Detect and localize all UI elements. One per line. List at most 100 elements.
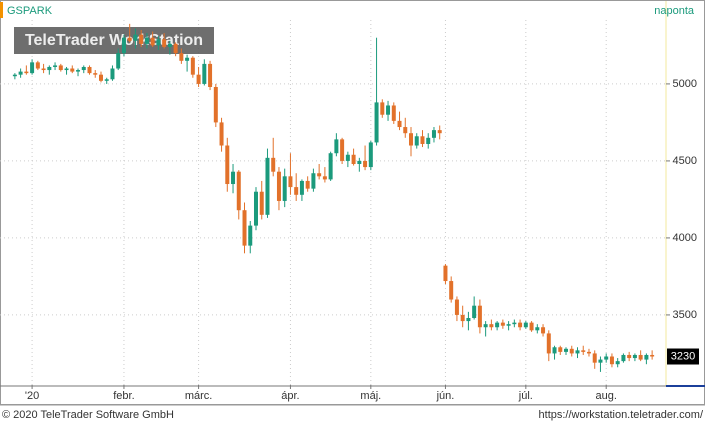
candle-body bbox=[454, 299, 459, 315]
candle-body bbox=[76, 70, 81, 72]
x-tick-label: ápr. bbox=[281, 390, 299, 402]
candle-body bbox=[409, 133, 414, 146]
symbol-title: GSPARK bbox=[7, 5, 53, 17]
candle-body bbox=[53, 65, 58, 67]
candle-body bbox=[489, 324, 494, 328]
candle-body bbox=[276, 171, 281, 201]
candle-body bbox=[558, 347, 563, 352]
candle-body bbox=[150, 37, 155, 46]
x-tick-label: '20 bbox=[25, 390, 39, 402]
candle-body bbox=[512, 322, 517, 325]
frame bbox=[0, 0, 705, 405]
candle-body bbox=[259, 191, 264, 215]
y-tick-label: 5000 bbox=[673, 78, 697, 90]
candle-body bbox=[305, 180, 310, 189]
candle-body bbox=[288, 176, 293, 188]
candle-body bbox=[144, 37, 149, 44]
candle-body bbox=[248, 225, 253, 246]
candle-body bbox=[500, 322, 505, 326]
candles bbox=[12, 23, 655, 372]
candle-body bbox=[386, 105, 391, 115]
candle-body bbox=[466, 318, 471, 322]
candle-body bbox=[213, 86, 218, 123]
candle-body bbox=[253, 191, 258, 226]
candle-body bbox=[156, 39, 161, 46]
last-value-box bbox=[667, 348, 699, 365]
candle-body bbox=[110, 68, 115, 80]
candle-body bbox=[340, 139, 345, 161]
candle-body bbox=[219, 122, 224, 146]
symbol-marker bbox=[0, 2, 3, 18]
candle-body bbox=[374, 102, 379, 143]
candle-body bbox=[173, 43, 178, 54]
watermark-box bbox=[14, 27, 214, 54]
interval: naponta bbox=[654, 5, 695, 17]
candle-body bbox=[431, 130, 436, 138]
candle-body bbox=[523, 322, 528, 328]
candle-body bbox=[564, 348, 569, 352]
candle-body bbox=[368, 142, 373, 168]
candle-body bbox=[294, 187, 299, 195]
candle-body bbox=[93, 73, 98, 75]
candle-body bbox=[518, 322, 523, 328]
candle-body bbox=[35, 62, 40, 69]
candle-body bbox=[483, 324, 488, 328]
candle-body bbox=[87, 66, 92, 74]
candle-body bbox=[139, 34, 144, 44]
candle-body bbox=[271, 157, 276, 172]
candle-body bbox=[363, 160, 368, 168]
candle-body bbox=[265, 157, 270, 215]
last-value-label: 3230 bbox=[671, 350, 695, 362]
candle-body bbox=[133, 34, 138, 41]
candle-body bbox=[437, 130, 442, 134]
candle-body bbox=[162, 39, 167, 47]
candle-body bbox=[121, 37, 126, 54]
candle-body bbox=[598, 359, 603, 363]
candle-body bbox=[116, 53, 121, 69]
footer-copyright: © 2020 TeleTrader Software GmbH bbox=[2, 409, 174, 421]
candle-body bbox=[460, 314, 465, 322]
candle-body bbox=[98, 74, 103, 81]
candle-body bbox=[190, 57, 195, 75]
candle-body bbox=[30, 62, 35, 74]
x-tick-label: febr. bbox=[113, 390, 134, 402]
candle-body bbox=[47, 66, 52, 71]
y-tick-label: 4000 bbox=[673, 232, 697, 244]
candle-body bbox=[592, 353, 597, 363]
candle-body bbox=[644, 354, 649, 360]
candle-body bbox=[311, 173, 316, 189]
candle-body bbox=[322, 176, 327, 180]
candle-body bbox=[41, 68, 46, 71]
candle-body bbox=[529, 322, 534, 331]
candle-body bbox=[449, 281, 454, 300]
candle-body bbox=[621, 354, 626, 362]
candle-body bbox=[64, 68, 69, 71]
candle-body bbox=[196, 74, 201, 84]
candle-body bbox=[104, 79, 109, 81]
candle-body bbox=[357, 160, 362, 164]
candle-body bbox=[328, 153, 333, 180]
candle-body bbox=[380, 102, 385, 115]
candle-body bbox=[299, 180, 304, 195]
candle-body bbox=[242, 210, 247, 246]
candle-body bbox=[552, 347, 557, 354]
footer-url: https://workstation.teletrader.com/ bbox=[539, 409, 704, 421]
candle-body bbox=[426, 137, 431, 144]
candle-body bbox=[317, 173, 322, 177]
candle-body bbox=[24, 71, 29, 74]
candle-body bbox=[627, 354, 632, 359]
candle-body bbox=[391, 105, 396, 121]
candle-body bbox=[236, 171, 241, 211]
candle-body bbox=[282, 176, 287, 201]
candle-body bbox=[70, 68, 75, 72]
x-tick-label: aug. bbox=[595, 390, 616, 402]
candle-body bbox=[414, 136, 419, 146]
candle-body bbox=[420, 136, 425, 144]
candle-body bbox=[477, 305, 482, 328]
candle-body bbox=[167, 43, 172, 47]
candle-body bbox=[443, 265, 448, 282]
x-tick-label: jún. bbox=[436, 390, 455, 402]
y-tick-label: 3500 bbox=[673, 309, 697, 321]
candle-body bbox=[179, 53, 184, 61]
